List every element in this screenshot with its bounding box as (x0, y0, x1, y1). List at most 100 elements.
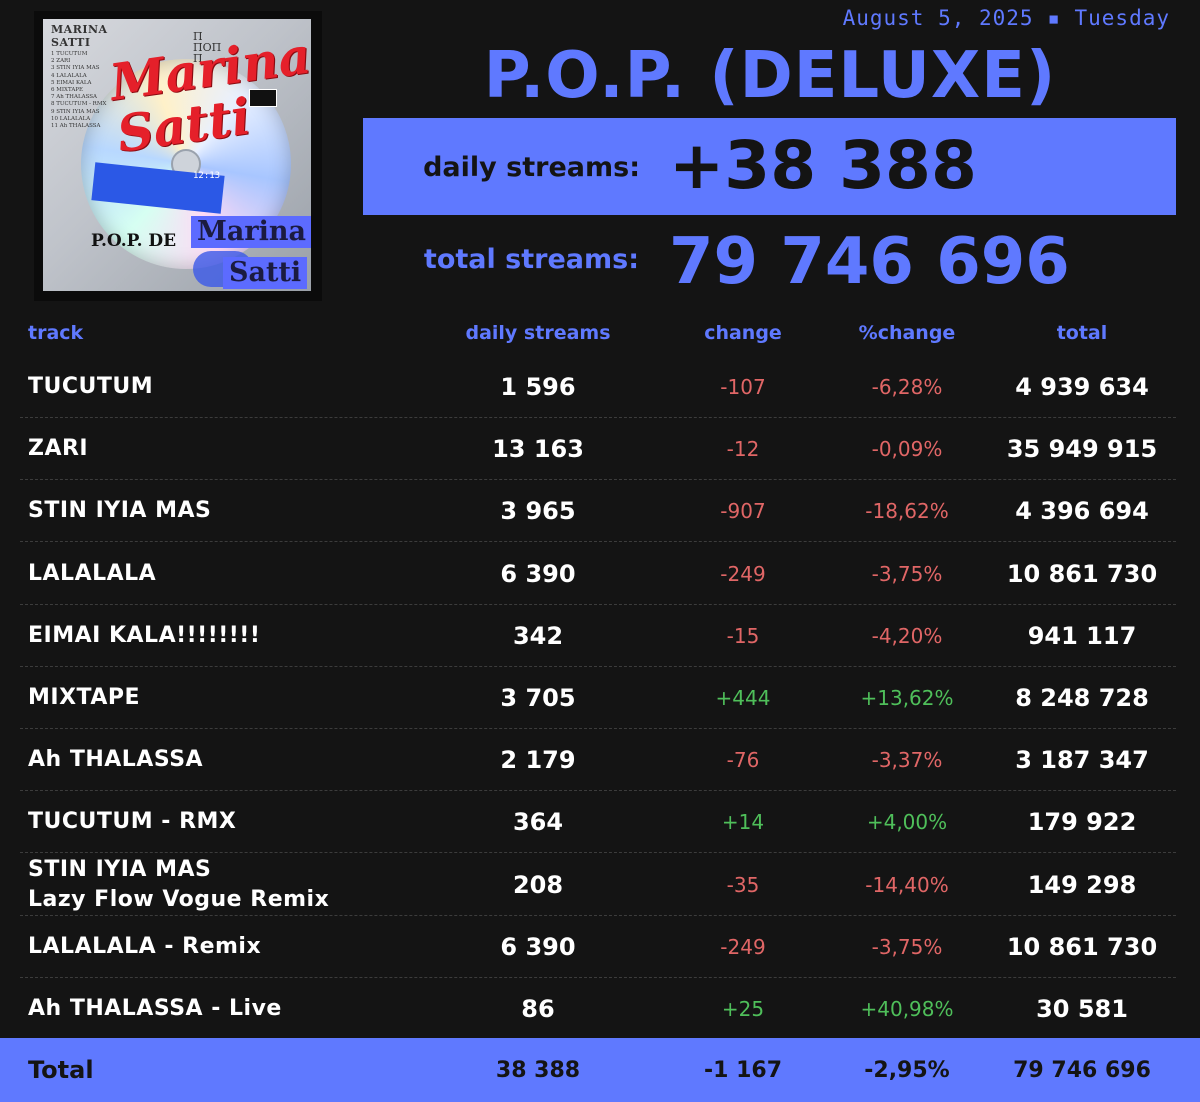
cover-track-item: 11 Ah THALASSA (51, 123, 101, 130)
track-name: ZARI (28, 436, 89, 462)
header-daily-streams: daily streams (465, 322, 611, 344)
pct-change-cell: -4,20% (871, 623, 943, 648)
track-name: MIXTAPE (28, 685, 141, 710)
cover-track-item: 9 STIN IYIA MAS (51, 108, 100, 115)
pct-change-cell: -0,09% (871, 437, 943, 462)
daily-streams-cell: 208 (512, 870, 564, 899)
track-name: LALALALA (28, 560, 157, 586)
table-row: TUCUTUM 1 596 -107 -6,28% 4 939 634 (20, 356, 1176, 418)
total-cell: 8 248 728 (1015, 684, 1149, 712)
pct-change-cell: -14,40% (865, 872, 949, 897)
total-row-change: -1 167 (703, 1057, 783, 1083)
cover-track-item: 4 LALALALA (51, 72, 87, 79)
daily-streams-cell: 6 390 (500, 559, 576, 588)
cover-track-item: 5 EIMAI KALA (51, 79, 92, 86)
cover-track-item: 6 MIXTAPE (51, 87, 84, 94)
total-cell: 4 939 634 (1015, 373, 1149, 401)
total-cell: 4 396 694 (1015, 497, 1149, 526)
daily-streams-cell: 364 (512, 808, 564, 837)
cover-time: 12:13 (193, 171, 221, 181)
daily-streams-cell: 342 (512, 621, 564, 650)
pct-change-cell: +40,98% (860, 997, 954, 1021)
change-cell: -15 (726, 623, 760, 648)
album-cover: 12:13 MARINA SATTI 1 TUCUTUM 2 ZARI 3 STIN… (34, 11, 322, 301)
track-name: TUCUTUM (28, 374, 154, 399)
header-track: track (28, 322, 84, 344)
report-date: August 5, 2025 ▪ Tuesday (842, 6, 1170, 30)
cover-pop-text: P.O.P. DE (91, 231, 177, 251)
total-streams-label: total streams: (423, 244, 639, 275)
total-cell: 35 949 915 (1006, 435, 1158, 464)
daily-streams-label: daily streams: (423, 152, 640, 183)
track-name: STIN IYIA MAS Lazy Flow Vogue Remix (28, 856, 330, 912)
track-name: LALALALA - Remix (28, 933, 262, 959)
cover-track-list: 1 TUCUTUM 2 ZARI 3 STIN IYIA MAS 4 LALALALA… (51, 51, 141, 130)
table-row: STIN IYIA MAS Lazy Flow Vogue Remix 208 -3… (20, 854, 1176, 916)
total-row-pct: -2,95% (864, 1057, 950, 1083)
cover-tracklist: MARINA SATTI 1 TUCUTUM 2 ZARI 3 STIN IYIA … (51, 23, 141, 130)
table-row: STIN IYIA MAS 3 965 -907 -18,62% 4 396 694 (20, 480, 1176, 543)
pct-change-cell: -3,75% (871, 934, 943, 959)
total-cell: 149 298 (1027, 870, 1137, 899)
total-cell: 10 861 730 (1006, 559, 1158, 588)
cover-track-item: 10 LALALALA (51, 115, 91, 122)
total-cell: 3 187 347 (1015, 746, 1149, 775)
daily-streams-cell: 3 705 (500, 684, 576, 712)
change-cell: -76 (726, 748, 760, 773)
table-row: TUCUTUM - RMX 364 +14 +4,00% 179 922 (20, 791, 1176, 854)
cover-greek-text: Π ΠΟΠ Π (193, 30, 222, 65)
cover-artist-top: MARINA SATTI (51, 23, 108, 49)
table-row: LALALALA - Remix 6 390 -249 -3,75% 10 861 73… (20, 916, 1176, 978)
change-cell: +444 (715, 686, 771, 710)
table-row: MIXTAPE 3 705 +444 +13,62% 8 248 728 (20, 667, 1176, 729)
total-cell: 30 581 (1036, 995, 1128, 1023)
pct-change-cell: +4,00% (866, 810, 948, 835)
cover-track-item: 1 TUCUTUM (51, 51, 88, 57)
change-cell: -907 (720, 499, 766, 524)
cover-track-item: 7 Ah THALASSA (51, 94, 97, 101)
change-cell: -12 (726, 437, 760, 462)
cover-track-item: 2 ZARI (51, 58, 71, 65)
change-cell: +14 (721, 810, 765, 835)
total-cell: 941 117 (1027, 621, 1137, 650)
daily-streams-cell: 1 596 (500, 373, 576, 401)
album-cover-art: 12:13 MARINA SATTI 1 TUCUTUM 2 ZARI 3 STIN… (43, 19, 311, 291)
total-row: Total 38 388 -1 167 -2,95% 79 746 696 (0, 1038, 1200, 1102)
total-cell: 10 861 730 (1006, 932, 1158, 961)
pct-change-cell: -3,75% (871, 561, 943, 586)
track-name: Ah THALASSA - Live (28, 996, 282, 1021)
album-title: P.O.P. (DELUXE) (483, 39, 1057, 113)
total-row-daily: 38 388 (495, 1057, 581, 1083)
total-cell: 179 922 (1027, 808, 1137, 837)
table-header: track daily streams change %change total (0, 322, 1200, 356)
daily-streams-cell: 2 179 (500, 746, 576, 775)
pct-change-cell: -3,37% (871, 748, 943, 773)
table-row: LALALALA 6 390 -249 -3,75% 10 861 730 (20, 543, 1176, 605)
daily-streams-cell: 6 390 (500, 932, 576, 961)
daily-streams-cell: 86 (521, 995, 555, 1023)
track-name: Ah THALASSA (28, 747, 204, 773)
change-cell: -35 (726, 872, 760, 897)
cover-name-line1: Marina (191, 216, 311, 248)
daily-streams-cell: 3 965 (500, 497, 576, 526)
track-name: EIMAI KALA!!!!!!!! (28, 622, 261, 648)
cover-track-item: 3 STIN IYIA MAS (51, 65, 100, 72)
change-cell: -107 (720, 375, 766, 399)
total-row-total: 79 746 696 (1013, 1057, 1151, 1083)
total-row-label: Total (28, 1056, 94, 1084)
pct-change-cell: -18,62% (865, 499, 949, 524)
track-name: TUCUTUM - RMX (28, 809, 237, 835)
change-cell: -249 (720, 561, 766, 586)
cover-name-line2: Satti (223, 257, 308, 289)
table-row: EIMAI KALA!!!!!!!! 342 -15 -4,20% 941 117 (20, 605, 1176, 667)
header-total: total (1056, 322, 1108, 344)
header-change: change (704, 322, 782, 344)
pct-change-cell: +13,62% (860, 686, 954, 710)
table-row: ZARI 13 163 -12 -0,09% 35 949 915 (20, 418, 1176, 481)
header-pct-change: %change (858, 322, 956, 344)
table-row: Ah THALASSA 2 179 -76 -3,37% 3 187 347 (20, 729, 1176, 792)
track-name: STIN IYIA MAS (28, 498, 212, 524)
pct-change-cell: -6,28% (871, 375, 943, 399)
change-cell: -249 (720, 934, 766, 959)
daily-streams-box: daily streams: +38 388 (363, 118, 1176, 215)
